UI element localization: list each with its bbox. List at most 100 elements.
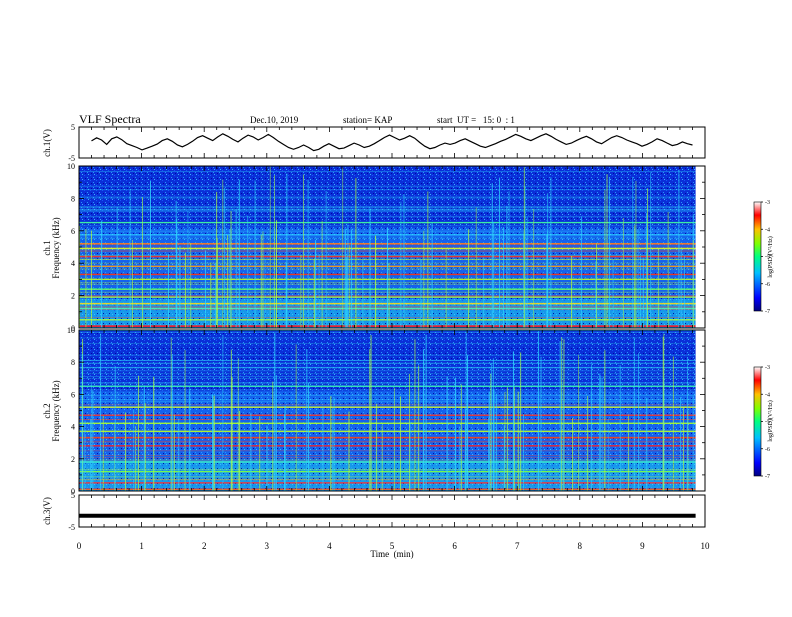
spec-burst <box>414 339 416 491</box>
x-axis-label: Time (min) <box>370 549 413 559</box>
spec-burst <box>322 407 324 491</box>
ytick-label: 4 <box>71 423 75 432</box>
colorbar-scale <box>753 366 762 477</box>
spec-line <box>79 385 705 387</box>
spec-band-line <box>79 482 705 484</box>
spec-burst <box>101 220 103 328</box>
spec-burst <box>495 394 497 491</box>
spec-line <box>79 363 705 364</box>
spec-burst <box>647 188 648 328</box>
ytick-label: 10 <box>67 326 75 335</box>
spec-burst <box>230 349 232 491</box>
spec-line <box>79 237 705 239</box>
spec-burst <box>346 255 348 328</box>
spec-burst <box>425 334 427 491</box>
spec-burst <box>418 365 420 491</box>
spec-burst <box>168 254 170 328</box>
spec-burst <box>187 211 189 328</box>
xtick-label: 8 <box>578 541 583 551</box>
spec-burst <box>370 335 372 491</box>
spec-line <box>79 249 705 251</box>
spec-burst <box>102 415 104 491</box>
spec-burst <box>520 352 522 491</box>
spec-burst <box>467 355 468 491</box>
spec-burst <box>503 425 505 491</box>
spec-burst <box>431 223 433 328</box>
spec-burst <box>369 349 371 491</box>
spec-line <box>79 450 705 452</box>
spec-line <box>79 282 705 284</box>
spec-burst <box>264 257 266 328</box>
spec-line <box>79 295 705 296</box>
spec-burst <box>235 209 237 328</box>
colorbar-scale <box>753 201 762 312</box>
ch1-spec-ylabel: ch.1 <box>42 240 52 255</box>
spec-burst <box>189 388 191 491</box>
spec-burst <box>216 191 218 328</box>
ch2-colorbar-label: log(PSD)(V²/Hz) <box>767 400 774 441</box>
spec-burst <box>692 240 694 328</box>
ytick-label: -5 <box>68 523 75 532</box>
spec-burst <box>184 350 186 491</box>
spec-burst <box>493 221 495 328</box>
spec-burst <box>465 408 466 491</box>
spec-band-line <box>79 278 705 280</box>
spec-burst <box>347 224 349 328</box>
spec-burst <box>460 384 462 491</box>
spec-burst <box>90 230 92 328</box>
spec-burst <box>250 412 252 491</box>
spec-burst <box>375 235 377 328</box>
spec-line <box>79 206 705 207</box>
spec-burst <box>90 419 92 491</box>
spec-burst <box>171 355 173 491</box>
xtick-label: 5 <box>390 541 395 551</box>
spec-line <box>79 251 705 253</box>
spec-line <box>79 230 705 232</box>
spec-burst <box>493 389 495 491</box>
spec-burst <box>684 256 686 328</box>
spec-burst <box>400 396 401 491</box>
spec-burst <box>348 411 350 491</box>
spec-line <box>79 259 705 261</box>
spec-burst <box>351 229 353 328</box>
spec-burst <box>215 262 217 328</box>
spec-burst <box>286 173 288 328</box>
spec-burst <box>333 397 335 491</box>
spec-burst <box>622 218 624 328</box>
spec-burst <box>523 167 525 328</box>
spec-band-line <box>79 265 705 268</box>
spec-burst <box>229 228 231 328</box>
spec-band-line <box>79 247 705 250</box>
spec-burst <box>369 208 371 328</box>
spec-burst <box>513 387 515 491</box>
spec-line <box>79 395 705 396</box>
spec-band-line <box>79 273 705 276</box>
spec-burst <box>550 177 552 328</box>
spec-burst <box>506 387 508 491</box>
spec-line <box>79 478 705 480</box>
spec-burst <box>533 209 535 328</box>
ch2-freq-ylabel: Frequency (kHz) <box>51 380 61 441</box>
ytick-label: -5 <box>68 154 75 163</box>
spec-line <box>79 208 705 210</box>
spec-band-line <box>79 470 705 473</box>
spec-burst <box>131 239 133 328</box>
spec-burst <box>274 333 276 491</box>
spec-burst <box>537 331 539 491</box>
spec-line <box>79 455 705 456</box>
ytick-label: 6 <box>71 390 75 399</box>
colorbar-tick-label: -6 <box>765 282 770 288</box>
spec-burst <box>637 353 639 491</box>
colorbar-tick-label: -5 <box>765 255 770 261</box>
spec-burst <box>601 377 603 491</box>
spec-burst <box>646 397 648 491</box>
spec-line <box>79 216 705 218</box>
spec-burst <box>667 211 669 328</box>
spec-burst <box>488 418 490 491</box>
colorbar-tick-label: -6 <box>765 447 770 453</box>
spec-blank <box>695 330 705 491</box>
ch1-waveform-panel: 5 -5 <box>68 123 706 163</box>
spec-line <box>79 400 705 402</box>
xtick-label: 0 <box>77 541 82 551</box>
spec-burst <box>190 243 192 328</box>
